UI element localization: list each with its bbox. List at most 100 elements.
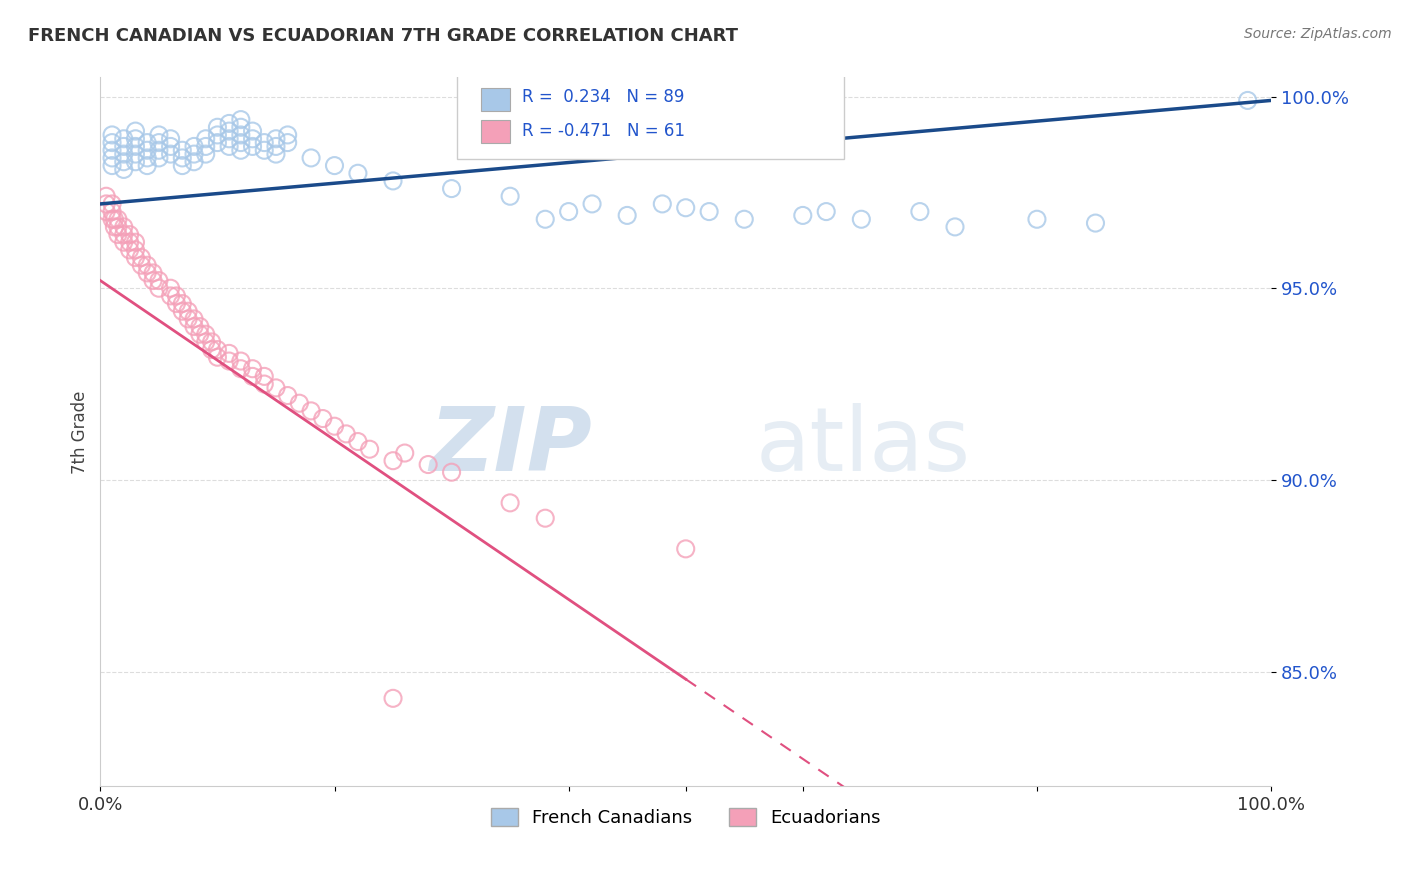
Point xyxy=(107,227,129,242)
Point xyxy=(207,128,229,142)
Point xyxy=(112,132,135,146)
Point xyxy=(159,147,181,161)
Point xyxy=(165,296,187,310)
Point xyxy=(136,159,159,173)
Point xyxy=(697,810,720,824)
Point xyxy=(194,132,217,146)
Bar xyxy=(481,88,510,112)
Point xyxy=(382,453,405,467)
Point xyxy=(440,181,463,195)
Point xyxy=(440,465,463,479)
Point xyxy=(124,251,146,265)
Point xyxy=(242,124,264,138)
Point xyxy=(253,143,276,157)
Point xyxy=(148,128,170,142)
Point xyxy=(1026,212,1049,227)
Point xyxy=(242,369,264,384)
Point xyxy=(323,419,346,434)
Point xyxy=(159,281,181,295)
Point xyxy=(148,281,170,295)
Text: R =  0.234   N = 89: R = 0.234 N = 89 xyxy=(522,87,685,105)
Point xyxy=(124,124,146,138)
Point xyxy=(323,159,346,173)
Point xyxy=(177,312,200,326)
Point xyxy=(136,136,159,150)
Point xyxy=(124,154,146,169)
Point xyxy=(335,426,357,441)
Point xyxy=(277,136,299,150)
Point xyxy=(242,361,264,376)
Point xyxy=(183,312,205,326)
Point xyxy=(96,204,118,219)
Point xyxy=(908,204,931,219)
Point xyxy=(101,143,124,157)
Point xyxy=(499,496,522,510)
Point xyxy=(103,212,125,227)
Point xyxy=(382,691,405,706)
Point xyxy=(207,350,229,364)
Point xyxy=(207,136,229,150)
Point xyxy=(207,343,229,357)
Point xyxy=(253,369,276,384)
Point xyxy=(172,151,194,165)
Legend: French Canadians, Ecuadorians: French Canadians, Ecuadorians xyxy=(484,800,887,834)
Point xyxy=(200,334,222,349)
Point xyxy=(394,446,416,460)
Point xyxy=(131,251,153,265)
Point xyxy=(264,132,287,146)
Point xyxy=(101,136,124,150)
Point xyxy=(183,139,205,153)
Point xyxy=(101,204,124,219)
Point xyxy=(218,116,240,130)
Point xyxy=(124,235,146,250)
Bar xyxy=(481,120,510,144)
Point xyxy=(675,201,697,215)
Point xyxy=(101,151,124,165)
Point xyxy=(1084,216,1107,230)
Point xyxy=(112,139,135,153)
Point xyxy=(288,396,311,410)
Point xyxy=(229,128,252,142)
Point xyxy=(242,139,264,153)
Point xyxy=(277,128,299,142)
Point xyxy=(581,197,603,211)
Point xyxy=(136,266,159,280)
Point xyxy=(183,147,205,161)
Point xyxy=(107,212,129,227)
Point xyxy=(131,258,153,272)
Point xyxy=(299,151,322,165)
Point xyxy=(148,143,170,157)
Point xyxy=(159,139,181,153)
Point xyxy=(103,219,125,234)
Point xyxy=(499,189,522,203)
Point xyxy=(194,139,217,153)
Point xyxy=(218,346,240,360)
Point xyxy=(101,197,124,211)
Point xyxy=(159,289,181,303)
Point xyxy=(733,212,755,227)
Point xyxy=(101,212,124,227)
Point xyxy=(194,334,217,349)
Point xyxy=(200,343,222,357)
Point xyxy=(148,151,170,165)
Point xyxy=(851,212,873,227)
Point xyxy=(229,136,252,150)
Point xyxy=(651,197,673,211)
Point xyxy=(229,112,252,127)
Point xyxy=(194,327,217,342)
Point xyxy=(242,132,264,146)
Point xyxy=(142,266,165,280)
Point xyxy=(188,319,211,334)
Point xyxy=(183,154,205,169)
Point xyxy=(172,159,194,173)
Text: atlas: atlas xyxy=(756,402,972,490)
Point xyxy=(172,304,194,318)
Point xyxy=(159,132,181,146)
Point xyxy=(534,511,557,525)
Point xyxy=(218,132,240,146)
Point xyxy=(347,166,370,180)
Point xyxy=(218,139,240,153)
Point xyxy=(229,354,252,368)
Point xyxy=(101,159,124,173)
Point xyxy=(124,139,146,153)
